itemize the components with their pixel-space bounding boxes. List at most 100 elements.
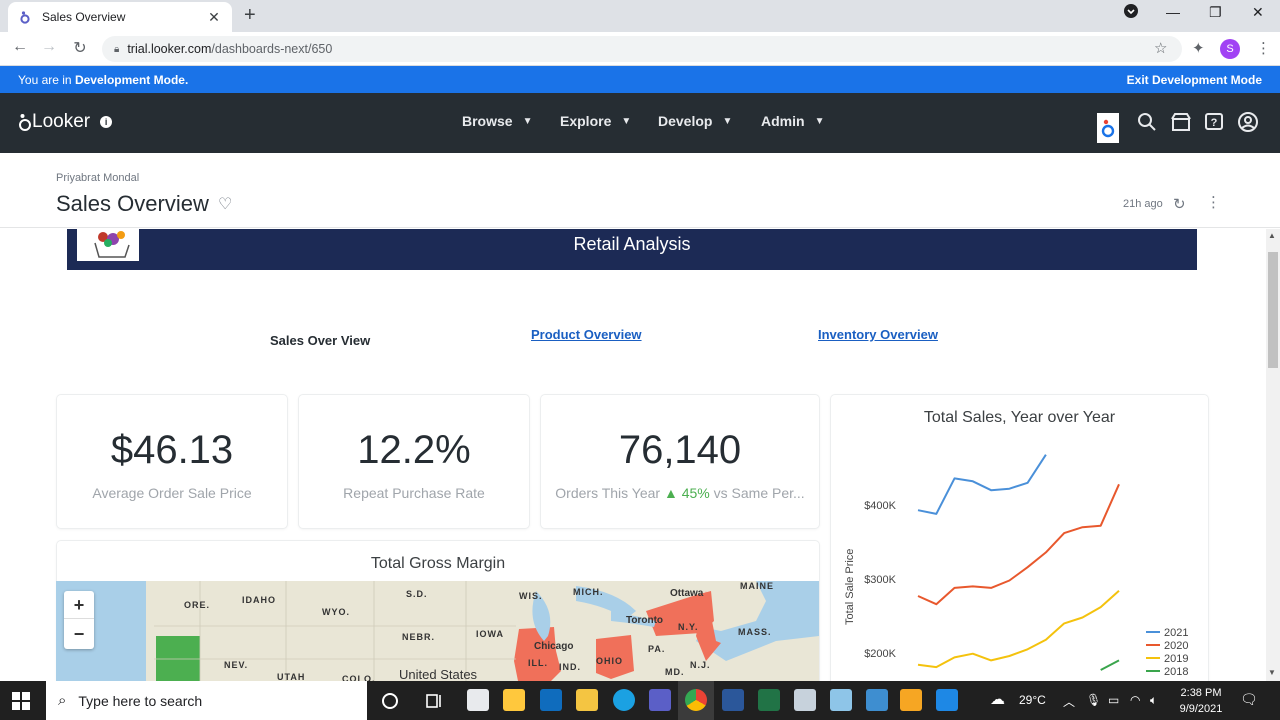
- notifications-icon[interactable]: 🗨︎: [1240, 691, 1258, 707]
- notepad-icon[interactable]: [830, 689, 852, 711]
- battery-icon[interactable]: ▭: [1108, 693, 1120, 707]
- tab-sales-overview[interactable]: Sales Over View: [270, 333, 371, 348]
- refresh-icon[interactable]: ↻: [1173, 196, 1186, 213]
- info-icon[interactable]: i: [100, 116, 113, 128]
- y-axis-label: Total Sale Price: [844, 549, 856, 625]
- zoom-in-icon[interactable]: +: [64, 591, 94, 619]
- extensions-icon[interactable]: ✦: [1192, 40, 1205, 57]
- looker-favicon-icon: [20, 11, 30, 24]
- legend-label[interactable]: 2019: [1164, 653, 1188, 665]
- lock-icon: 🔒︎: [114, 43, 120, 55]
- windows-start-icon[interactable]: [12, 692, 30, 710]
- nav-browse[interactable]: Browse ▼: [462, 113, 533, 129]
- outlook-app-icon[interactable]: [540, 689, 562, 711]
- legend-label[interactable]: 2018: [1164, 666, 1188, 678]
- temperature[interactable]: 29°C: [1019, 693, 1046, 707]
- edge-icon[interactable]: [613, 689, 635, 711]
- bookmark-star-icon[interactable]: ☆: [1154, 40, 1168, 57]
- camera-app-icon[interactable]: [936, 689, 958, 711]
- favorite-heart-icon[interactable]: ♡: [218, 196, 233, 213]
- teams-icon[interactable]: [649, 689, 671, 711]
- marketplace-icon[interactable]: [1170, 111, 1192, 133]
- map-label: N.Y.: [678, 622, 699, 632]
- mail-app-icon[interactable]: [467, 689, 489, 711]
- word-icon[interactable]: [722, 689, 744, 711]
- show-hidden-icons-icon[interactable]: ︿: [1063, 695, 1076, 709]
- kpi-label: Orders This Year ▲ 45% vs Same Per...: [555, 485, 805, 501]
- url-host: trial.looker.com: [127, 42, 212, 56]
- browser-menu-icon[interactable]: ⋮: [1256, 40, 1271, 57]
- link-product-overview[interactable]: Product Overview: [531, 327, 642, 342]
- map-label: NEBR.: [402, 632, 436, 642]
- browser-tab[interactable]: Sales Overview ✕: [8, 2, 232, 32]
- nav-explore[interactable]: Explore ▼: [560, 113, 632, 129]
- account-icon[interactable]: [1237, 111, 1259, 133]
- scroll-up-icon[interactable]: ▲: [1268, 231, 1276, 240]
- map-label: WIS.: [519, 591, 543, 601]
- cortana-icon[interactable]: [381, 692, 399, 710]
- looker-logo[interactable]: Looker i: [18, 111, 113, 133]
- chevron-down-icon: ▼: [814, 115, 825, 127]
- series-line-2021[interactable]: [917, 454, 1047, 515]
- taskbar-search[interactable]: ⌕ Type here to search: [46, 681, 367, 720]
- kpi-value: 12.2%: [357, 428, 471, 472]
- nav-admin[interactable]: Admin ▼: [761, 113, 825, 129]
- window-close-icon[interactable]: ✕: [1252, 4, 1264, 20]
- volume-icon[interactable]: 🔈︎: [1150, 693, 1158, 707]
- total-sales-chart-tile: Total Sales, Year over Year Total Sale P…: [831, 395, 1208, 681]
- svg-text:?: ?: [1211, 117, 1218, 129]
- minimize-icon[interactable]: —: [1166, 4, 1180, 20]
- microphone-icon[interactable]: 🎙︎: [1086, 693, 1102, 707]
- network-app-icon[interactable]: [866, 689, 888, 711]
- nav-develop[interactable]: Develop ▼: [658, 113, 733, 129]
- search-icon[interactable]: [1136, 111, 1158, 133]
- map-label: Ottawa: [670, 588, 704, 599]
- browser-tab-strip: Sales Overview ✕ + — ❐ ✕: [0, 0, 1280, 32]
- media-player-icon[interactable]: [900, 689, 922, 711]
- legend-label[interactable]: 2020: [1164, 640, 1188, 652]
- maximize-icon[interactable]: ❐: [1209, 4, 1222, 20]
- profile-avatar[interactable]: S: [1220, 39, 1240, 59]
- banner-title: Retail Analysis: [573, 234, 691, 254]
- store-app-icon[interactable]: [503, 689, 525, 711]
- map-label: S.D.: [406, 589, 428, 599]
- kpi-tile-orders-this-year[interactable]: 76,140 Orders This Year ▲ 45% vs Same Pe…: [541, 395, 819, 528]
- weather-cloud-icon[interactable]: ☁: [990, 691, 1005, 708]
- total-sales-line-chart[interactable]: Total Sale Price$400K$300K$200K202120202…: [831, 395, 1208, 681]
- kpi-value: $46.13: [110, 428, 234, 472]
- reload-icon[interactable]: ↻: [73, 40, 87, 57]
- profile-menu-icon[interactable]: [1124, 4, 1138, 21]
- link-inventory-overview[interactable]: Inventory Overview: [818, 327, 938, 342]
- help-icon[interactable]: ?: [1203, 111, 1225, 133]
- map-label: United States: [399, 667, 478, 681]
- chrome-icon[interactable]: [685, 689, 707, 711]
- kpi-tile-repeat-purchase-rate[interactable]: 12.2% Repeat Purchase Rate: [299, 395, 529, 528]
- back-icon[interactable]: ←: [12, 38, 28, 55]
- dashboard-menu-icon[interactable]: ⋮: [1206, 194, 1221, 211]
- series-line-2020[interactable]: [917, 483, 1120, 606]
- map-label: PA.: [648, 644, 666, 654]
- address-bar[interactable]: 🔒︎ trial.looker.com/dashboards-next/650: [102, 36, 1182, 62]
- series-line-2018[interactable]: [1100, 659, 1120, 671]
- task-view-icon[interactable]: [425, 692, 443, 710]
- kpi-tile-average-order-sale-price[interactable]: $46.13 Average Order Sale Price: [57, 395, 287, 528]
- legend-label[interactable]: 2021: [1164, 627, 1188, 639]
- forward-icon[interactable]: →: [41, 38, 57, 55]
- wifi-icon[interactable]: ◠: [1130, 693, 1141, 707]
- us-map[interactable]: [56, 581, 819, 681]
- scrollbar-thumb[interactable]: [1268, 252, 1278, 368]
- paint-icon[interactable]: [794, 689, 816, 711]
- series-line-2019[interactable]: [917, 590, 1120, 669]
- dashboard-owner: Priyabrat Mondal: [56, 172, 140, 184]
- scroll-down-icon[interactable]: ▼: [1268, 668, 1276, 677]
- excel-icon[interactable]: [758, 689, 780, 711]
- file-explorer-icon[interactable]: [576, 689, 598, 711]
- development-mode-banner: You are in Development Mode. Exit Develo…: [0, 66, 1280, 93]
- trend-up-icon: ▲: [663, 485, 682, 501]
- new-tab-icon[interactable]: +: [244, 4, 256, 26]
- looker-app-icon[interactable]: [1097, 113, 1119, 143]
- taskbar-clock[interactable]: 2:38 PM 9/9/2021: [1168, 685, 1234, 717]
- zoom-out-icon[interactable]: −: [73, 624, 85, 644]
- exit-development-mode-link[interactable]: Exit Development Mode: [1126, 72, 1262, 87]
- close-tab-icon[interactable]: ✕: [208, 8, 220, 25]
